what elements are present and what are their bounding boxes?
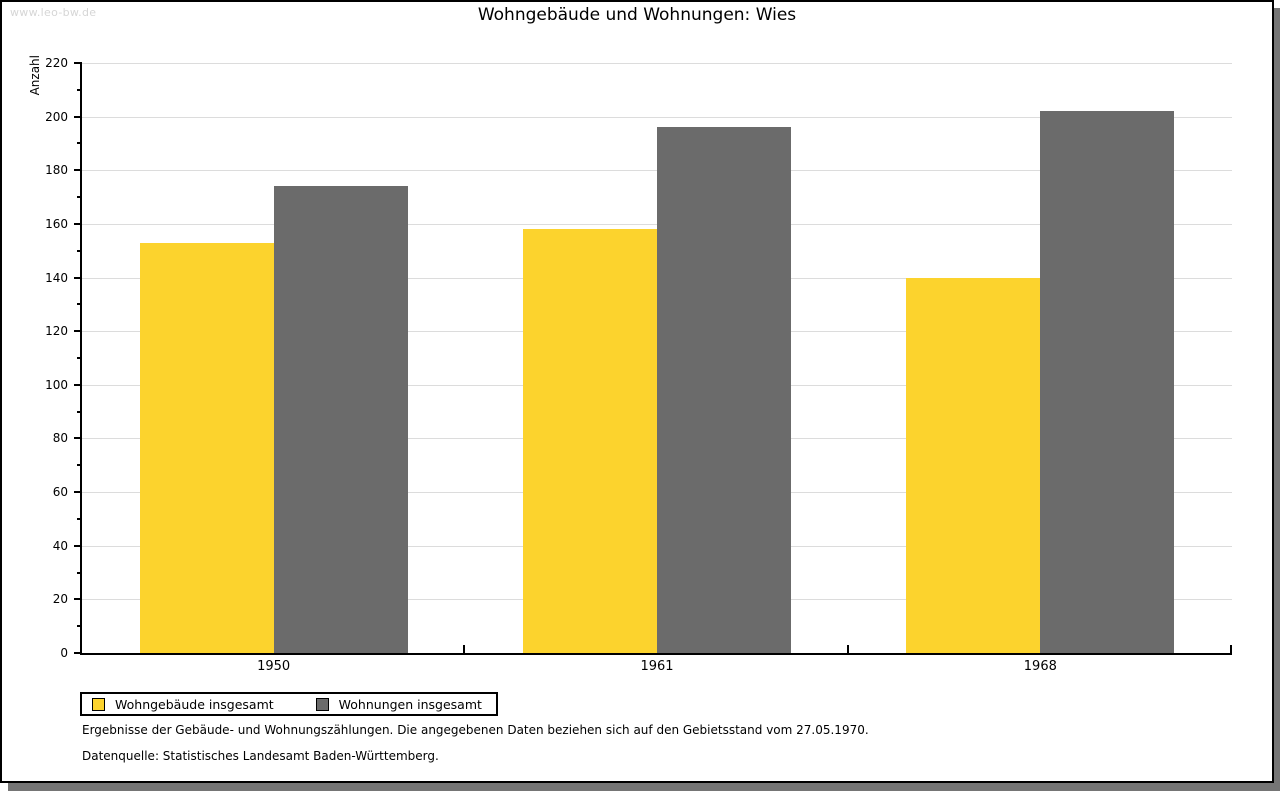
y-axis <box>80 63 82 655</box>
footnote-datenquelle: Datenquelle: Statistisches Landesamt Bad… <box>82 749 439 763</box>
bar-wohnungen-1950 <box>273 186 408 653</box>
y-minor-tick-110 <box>77 357 82 359</box>
y-minor-tick-50 <box>77 517 82 520</box>
y-tick-0 <box>74 652 82 654</box>
panel-shadow-bottom <box>8 783 1280 791</box>
legend-label-wohnungen: Wohnungen insgesamt <box>338 696 482 712</box>
bar-wohnungen-1961 <box>657 127 791 653</box>
y-tick-200 <box>74 115 82 118</box>
y-tick-140 <box>74 276 82 279</box>
y-tick-120 <box>74 330 82 333</box>
y-minor-tick-150 <box>77 249 82 252</box>
y-tick-220 <box>74 62 82 64</box>
x-axis <box>80 653 1232 655</box>
footnote-gebietsstand: Ergebnisse der Gebäude- und Wohnungszähl… <box>82 723 869 737</box>
legend-swatch-wohnungen <box>315 697 329 711</box>
y-tick-40 <box>74 544 82 547</box>
bar-wohnungen-1968 <box>1040 111 1175 653</box>
y-tick-label-140: 140 <box>45 270 68 285</box>
y-minor-tick-70 <box>77 464 82 467</box>
watermark-text: www.leo-bw.de <box>10 6 97 19</box>
footnotes: Ergebnisse der Gebäude- und Wohnungszähl… <box>82 722 1232 774</box>
bar-wohngebaeude-1950 <box>139 242 274 653</box>
y-tick-label-80: 80 <box>52 431 68 446</box>
chart-title: Wohngebäude und Wohnungen: Wies <box>477 5 797 25</box>
y-tick-label-120: 120 <box>45 324 68 339</box>
y-tick-label-40: 40 <box>52 538 68 553</box>
bar-wohngebaeude-1968 <box>906 277 1041 653</box>
y-tick-label-0: 0 <box>60 646 68 660</box>
y-gridline-200 <box>82 116 1232 118</box>
y-tick-label-20: 20 <box>52 592 68 607</box>
y-gridline-220 <box>82 63 1232 64</box>
y-tick-label-200: 200 <box>45 109 68 124</box>
plot-area: 0 20 40 60 80 100 120 140 160 180 200 220 1950 1961 19… <box>2 2 1272 781</box>
legend-label-wohngebaeude: Wohngebäude insgesamt <box>115 696 274 712</box>
y-tick-180 <box>74 169 82 172</box>
y-minor-tick-130 <box>77 303 82 306</box>
x-boundary-tick-1 <box>463 645 466 653</box>
y-tick-label-60: 60 <box>52 485 68 500</box>
bar-wohngebaeude-1961 <box>523 229 657 653</box>
y-tick-label-180: 180 <box>45 163 68 178</box>
y-tick-160 <box>74 222 82 225</box>
x-tick-label-1968: 1968 <box>1023 659 1057 674</box>
legend-swatch-wohngebaeude <box>92 697 105 711</box>
y-minor-tick-30 <box>77 571 82 574</box>
legend-item-wohnungen: Wohnungen insgesamt <box>315 696 482 712</box>
y-minor-tick-170 <box>77 196 82 199</box>
y-tick-80 <box>74 437 82 440</box>
y-minor-tick-190 <box>77 142 82 145</box>
x-boundary-tick-3 <box>1230 645 1232 653</box>
legend: Wohngebäude insgesamt Wohnungen insgesam… <box>80 692 498 716</box>
y-minor-tick-210 <box>77 88 82 91</box>
y-minor-tick-10 <box>77 625 82 628</box>
legend-item-wohngebaeude: Wohngebäude insgesamt <box>92 697 274 712</box>
y-minor-tick-90 <box>77 410 82 413</box>
y-tick-60 <box>74 491 82 494</box>
y-tick-20 <box>74 598 82 601</box>
y-tick-100 <box>74 383 82 386</box>
x-tick-label-1961: 1961 <box>640 659 674 674</box>
panel-shadow-right <box>1274 8 1280 791</box>
x-tick-label-1950: 1950 <box>257 659 291 674</box>
x-boundary-tick-2 <box>846 645 849 653</box>
y-tick-label-100: 100 <box>45 377 68 392</box>
y-tick-label-220: 220 <box>45 56 68 70</box>
y-tick-label-160: 160 <box>45 216 68 231</box>
